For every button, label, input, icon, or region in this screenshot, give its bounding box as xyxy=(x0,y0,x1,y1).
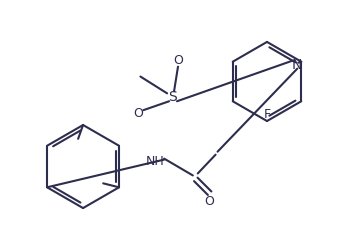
Text: O: O xyxy=(134,106,143,119)
Text: NH: NH xyxy=(146,154,164,168)
Text: O: O xyxy=(205,194,215,207)
Text: O: O xyxy=(173,54,183,67)
Text: S: S xyxy=(168,90,177,104)
Text: N: N xyxy=(291,58,302,71)
Text: F: F xyxy=(263,107,271,120)
